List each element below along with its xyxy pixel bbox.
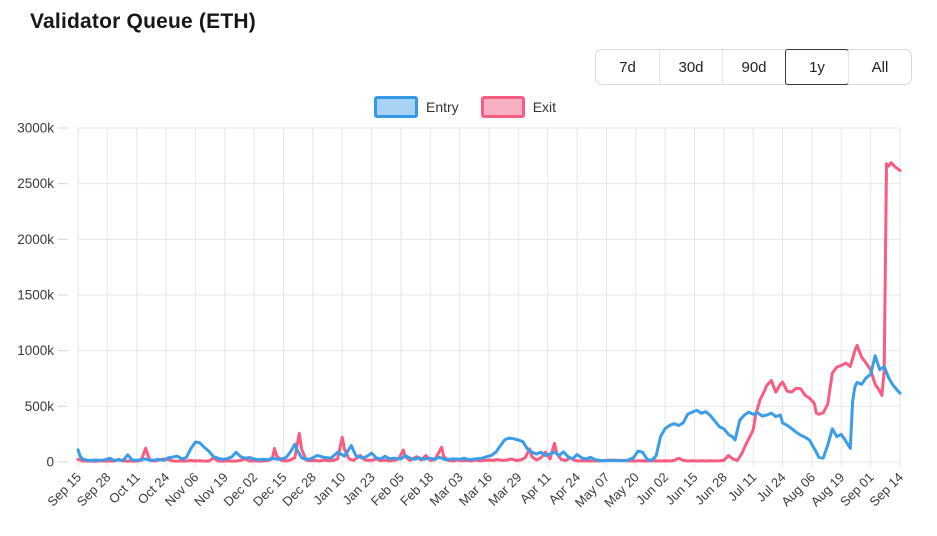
legend-item-entry[interactable]: Entry: [374, 96, 459, 118]
entry-line: [76, 354, 902, 463]
x-tick-label: Jul 11: [725, 470, 759, 504]
x-tick-label: Mar 29: [485, 470, 524, 509]
range-button-all[interactable]: All: [848, 50, 911, 84]
x-tick-label: Sep 28: [74, 470, 114, 510]
x-tick-label: Jan 10: [310, 470, 348, 508]
entry-series-swatch: [374, 96, 418, 118]
time-range-selector: 7d 30d 90d 1y All: [595, 49, 912, 85]
x-tick-label: Jun 15: [662, 470, 700, 508]
range-button-90d[interactable]: 90d: [722, 50, 785, 84]
range-button-1y[interactable]: 1y: [785, 49, 849, 85]
x-tick-label: Jun 02: [633, 470, 671, 508]
exit-series-swatch: [480, 96, 525, 118]
y-tick-label: 2500k: [17, 176, 54, 191]
y-tick-label: 1000k: [17, 343, 54, 358]
x-tick-label: Jun 28: [692, 470, 730, 508]
entry-legend-label: Entry: [426, 99, 459, 115]
exit-legend-label: Exit: [532, 99, 557, 115]
page-title: Validator Queue (ETH): [30, 10, 256, 33]
range-button-30d[interactable]: 30d: [659, 50, 722, 84]
y-tick-label: 0: [46, 455, 54, 470]
legend-item-exit[interactable]: Exit: [480, 96, 557, 118]
y-tick-label: 3000k: [17, 121, 54, 136]
x-tick-label: Dec 28: [279, 470, 319, 510]
range-button-7d[interactable]: 7d: [596, 50, 659, 84]
x-tick-label: Apr 11: [517, 470, 554, 507]
x-tick-label: Oct 11: [106, 470, 143, 507]
y-tick-label: 500k: [25, 399, 55, 414]
chart-legend: Entry Exit: [374, 96, 556, 118]
y-tick-label: 1500k: [17, 288, 54, 303]
x-tick-label: Sep 14: [866, 470, 906, 510]
y-tick-label: 2000k: [17, 232, 54, 247]
